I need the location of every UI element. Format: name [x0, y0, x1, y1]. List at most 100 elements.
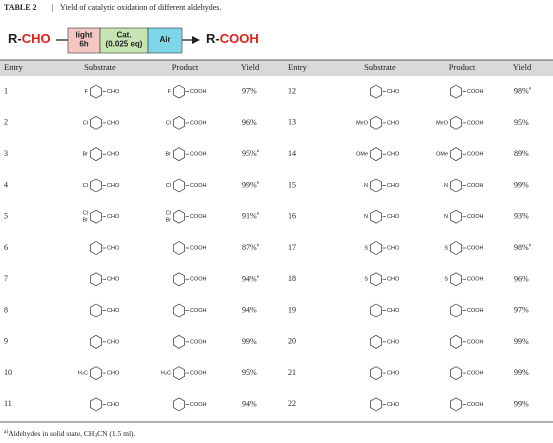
ring	[450, 397, 462, 412]
group-label: CHO	[107, 89, 120, 95]
entry: 20	[288, 337, 296, 346]
yield: 99%	[514, 337, 529, 346]
ring	[450, 366, 462, 381]
column-header: Entry	[4, 62, 24, 72]
condition-text: 6h	[79, 40, 88, 49]
column-header: Product	[172, 62, 199, 72]
substituent-label: Cl	[83, 183, 88, 189]
substituent-label: S	[364, 277, 368, 283]
substituent-label: Cl	[83, 120, 88, 126]
group-label: CHO	[107, 214, 120, 220]
ring	[90, 241, 102, 255]
ring	[173, 366, 185, 381]
group-label: COOH	[190, 120, 207, 126]
group-label: CHO	[387, 402, 400, 408]
yield-note: a	[257, 243, 260, 248]
ring	[450, 147, 462, 162]
group-label: CHO	[107, 277, 120, 283]
table-label: TABLE 2	[4, 3, 37, 12]
ring	[450, 241, 462, 255]
ring	[173, 272, 185, 287]
group-label: COOH	[190, 402, 207, 408]
group-label: CHO	[387, 371, 400, 377]
group-label: COOH	[467, 339, 484, 345]
ring	[370, 209, 382, 224]
ring	[450, 115, 462, 130]
substituent-label: F	[85, 89, 89, 95]
group-label: COOH	[467, 277, 484, 283]
substituent-label: OMe	[356, 152, 368, 158]
group-label: CHO	[107, 371, 120, 377]
yield-value: 98%	[514, 243, 529, 252]
yield-note: a	[529, 243, 532, 248]
entry: 2	[4, 118, 8, 127]
yield-value: 99%	[514, 368, 529, 377]
substituent-label: Br	[83, 152, 89, 158]
group-label: COOH	[467, 308, 484, 314]
footnote-sub: 3	[94, 433, 97, 439]
yield-value: 91%	[242, 212, 257, 221]
yield: 87%a	[242, 243, 260, 252]
entry: 10	[4, 368, 12, 377]
entry: 15	[288, 180, 296, 189]
yield-value: 87%	[242, 243, 257, 252]
group-label: CHO	[107, 402, 120, 408]
substituent-label: S	[444, 277, 448, 283]
ring	[90, 115, 102, 130]
ring	[90, 147, 102, 162]
group-label: COOH	[190, 339, 207, 345]
substituent-label: Cl	[166, 183, 171, 189]
ring	[173, 334, 185, 349]
entry: 13	[288, 118, 296, 127]
substituent-label: H₃C	[78, 371, 88, 377]
ring	[90, 303, 102, 318]
ring	[173, 84, 185, 99]
group-label: COOH	[190, 277, 207, 283]
ring	[370, 366, 382, 381]
ring	[370, 397, 382, 412]
ring	[450, 303, 462, 318]
group-label: CHO	[107, 152, 120, 158]
ring	[370, 241, 382, 255]
substituent-label: MeO	[356, 120, 369, 126]
yield: 99%a	[242, 180, 260, 189]
ring	[90, 366, 102, 381]
group-label: CHO	[107, 183, 120, 189]
ring	[370, 147, 382, 162]
yield-value: 96%	[514, 274, 529, 283]
group-label: CHO	[107, 339, 120, 345]
yield: 99%	[514, 399, 529, 408]
footnote-mark: a)	[4, 428, 8, 435]
ring	[370, 115, 382, 130]
ring	[173, 147, 185, 162]
yield-value: 89%	[514, 149, 529, 158]
entry: 8	[4, 305, 8, 314]
yield: 96%	[242, 118, 257, 127]
yield-note: a	[257, 149, 260, 154]
yield-value: 95%	[514, 118, 529, 127]
group-label: COOH	[190, 183, 207, 189]
yield-value: 99%	[514, 399, 529, 408]
yield-value: 99%	[242, 337, 257, 346]
arrow-head	[192, 36, 200, 44]
condition-text: (0.025 eq)	[106, 40, 143, 49]
column-header: Substrate	[84, 62, 116, 72]
group-label: CHO	[387, 152, 400, 158]
yield-note: a	[257, 212, 260, 217]
ring	[450, 272, 462, 287]
column-header: Yield	[241, 62, 260, 72]
group-label: CHO	[387, 89, 400, 95]
separator: |	[52, 3, 54, 12]
yield-value: 99%	[514, 337, 529, 346]
group-label: CHO	[387, 120, 400, 126]
yield: 94%	[242, 399, 257, 408]
substituent-label: N	[364, 183, 368, 189]
footnote-text: Aldehydes in solid state, CH	[8, 429, 95, 438]
yield-value: 99%	[514, 180, 529, 189]
ring	[370, 84, 382, 99]
ring	[173, 115, 185, 130]
condition-text: Cat.	[116, 31, 131, 40]
entry: 1	[4, 86, 8, 95]
group-label: COOH	[190, 245, 207, 251]
